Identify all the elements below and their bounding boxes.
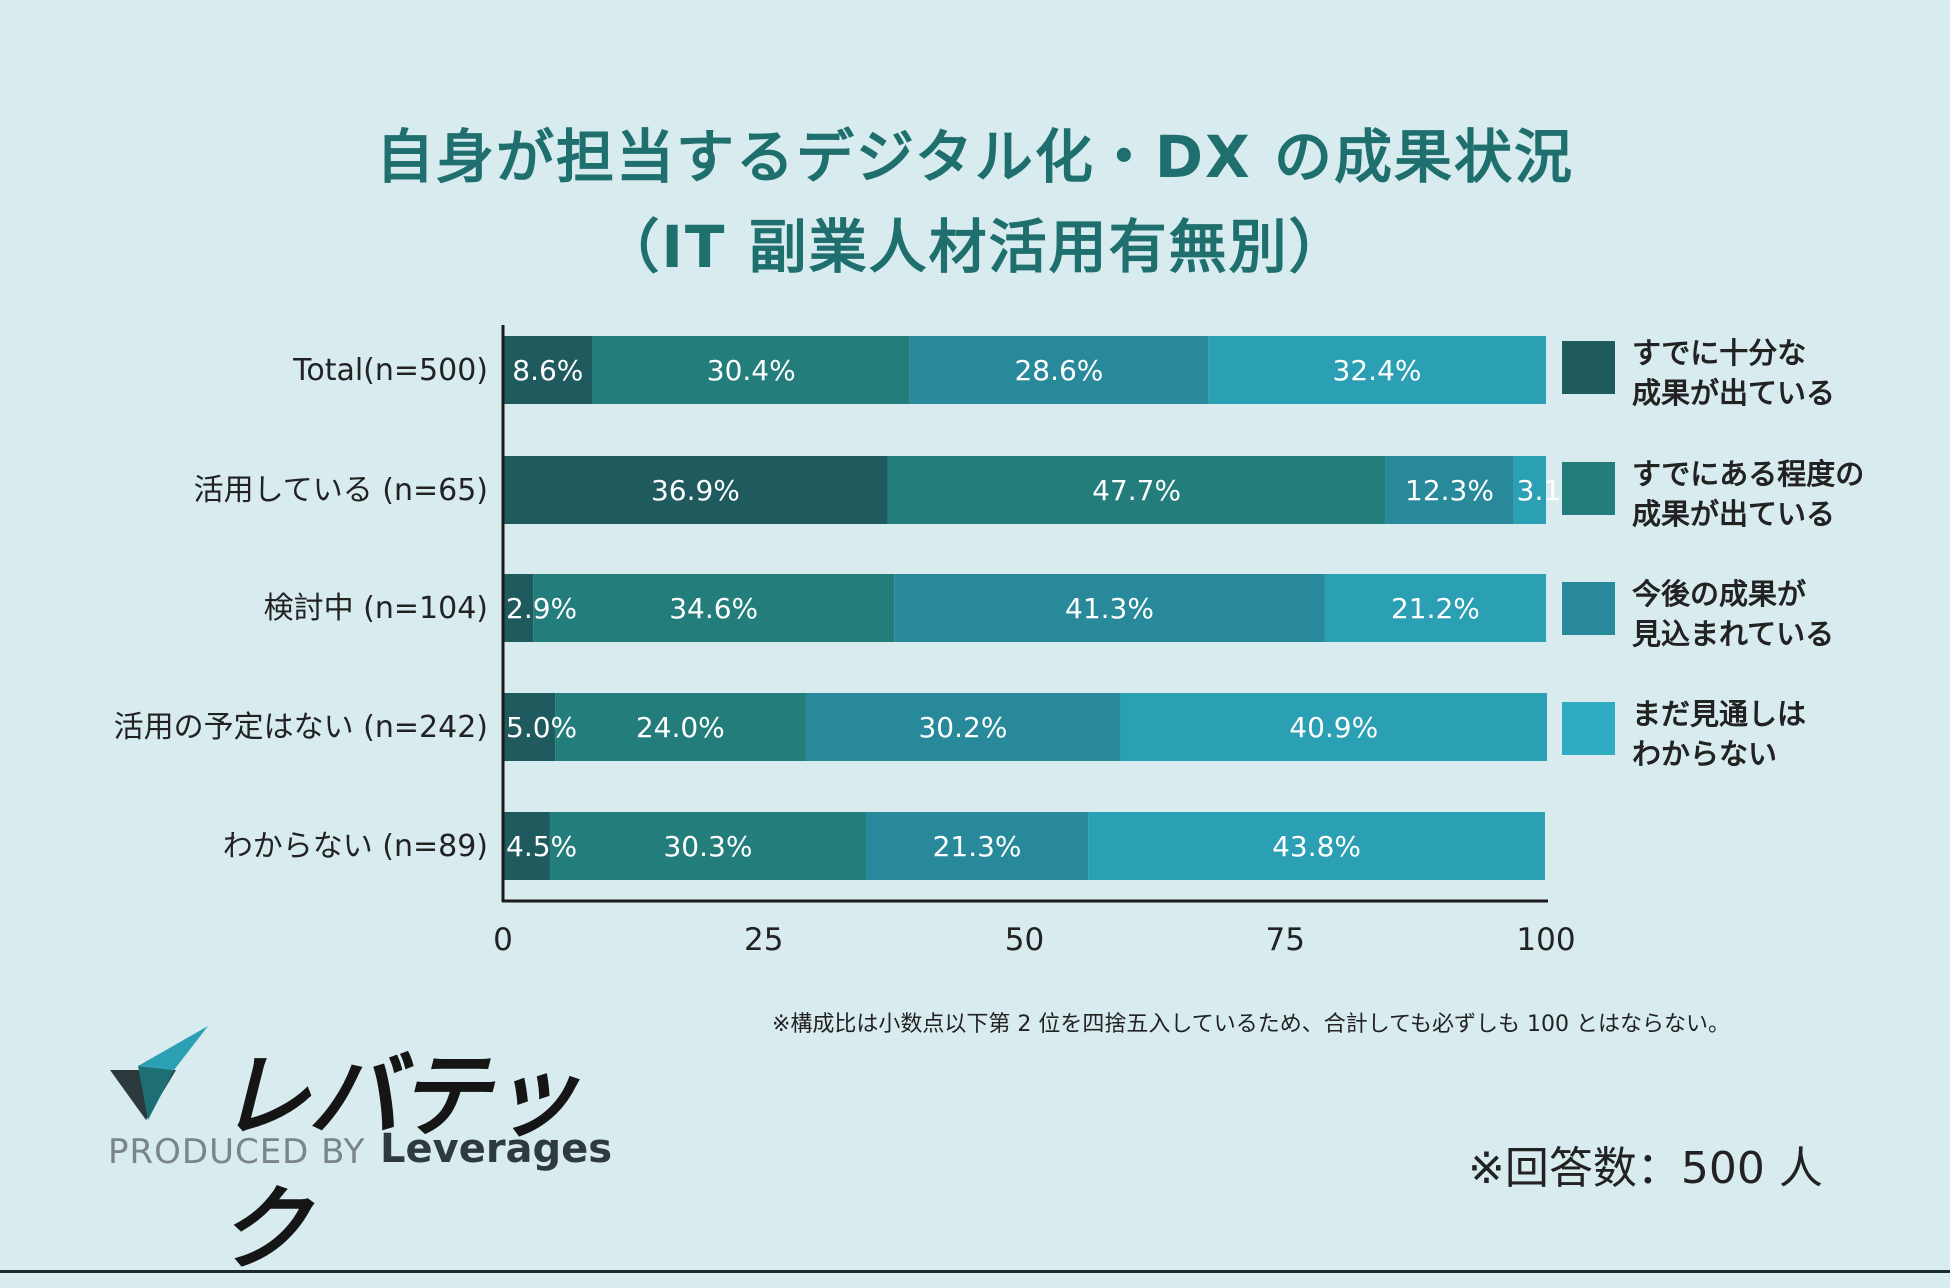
category-label: 活用の予定はない (n=242) [114, 710, 488, 745]
rounding-note: ※構成比は小数点以下第 2 位を四捨五入しているため、合計しても必ずしも 100… [772, 1012, 1730, 1037]
data-label: 12.3% [1405, 474, 1494, 507]
bar-segment [865, 812, 1089, 880]
data-label: 41.3% [1065, 592, 1154, 625]
levtech-logo: レバテック PRODUCED BY Leverages [108, 1022, 612, 1283]
logo-brand-text: レバテック [218, 1043, 580, 1283]
data-label: 21.3% [933, 830, 1022, 863]
legend-swatch-3 [1562, 582, 1615, 635]
company-name: Leverages [380, 1126, 613, 1172]
bar-segment [1385, 456, 1514, 524]
logo-mark-icon [110, 1026, 208, 1120]
data-label: 24.0% [636, 711, 725, 744]
x-tick-label: 0 [493, 922, 513, 958]
data-label: 30.3% [663, 830, 752, 863]
data-label: 2.9% [506, 592, 577, 625]
category-label: Total(n=500) [292, 353, 488, 388]
respondent-count: ※回答数：500 人 [1468, 1143, 1823, 1194]
data-label: 32.4% [1333, 354, 1422, 387]
data-label: 5.0% [506, 711, 577, 744]
data-label: 30.2% [918, 711, 1007, 744]
bar-segment [503, 812, 550, 880]
stacked-bar-chart: 8.6% 30.4% 28.6% 32.4% Total(n=500) 36.9% 47.7… [114, 325, 1588, 958]
bar-segment [909, 336, 1209, 404]
category-label: 活用している (n=65) [194, 473, 488, 508]
bar-segment [592, 336, 910, 404]
category-label: わからない (n=89) [223, 829, 488, 864]
bar-segment [503, 456, 888, 524]
bar-segment [1513, 456, 1546, 524]
data-label: 8.6% [512, 354, 583, 387]
bar-segment [533, 574, 895, 642]
bar-segment [805, 693, 1121, 761]
legend-swatch-2 [1562, 462, 1615, 515]
bar-segment [887, 456, 1386, 524]
bar-segment [1120, 693, 1548, 761]
bar-segment [503, 693, 556, 761]
legend-swatch-1 [1562, 341, 1615, 394]
data-label: 43.8% [1272, 830, 1361, 863]
x-tick-label: 75 [1266, 922, 1305, 958]
data-label: 47.7% [1092, 474, 1181, 507]
category-label: 検討中 (n=104) [264, 591, 488, 626]
data-label: 4.5% [506, 830, 577, 863]
bar-segment [549, 812, 866, 880]
x-tick-label: 25 [744, 922, 783, 958]
chart-title-line1: 自身が担当するデジタル化・DX の成果状況 [376, 123, 1574, 191]
data-label: 21.2% [1391, 592, 1480, 625]
data-label: 36.9% [651, 474, 740, 507]
produced-by-text: PRODUCED BY [108, 1132, 366, 1172]
bar-segment [503, 336, 593, 404]
data-label: 30.4% [707, 354, 796, 387]
legend-swatch-4 [1562, 702, 1615, 755]
x-tick-label: 100 [1516, 922, 1575, 958]
bar-segment [1088, 812, 1545, 880]
bar-segment [1208, 336, 1546, 404]
bottom-divider [0, 1270, 1950, 1273]
bar-segment [894, 574, 1325, 642]
bar-segment [555, 693, 806, 761]
data-label: 28.6% [1014, 354, 1103, 387]
bar-segment [503, 574, 534, 642]
x-tick-label: 50 [1005, 922, 1044, 958]
data-label: 40.9% [1289, 711, 1378, 744]
legend-label-3: 今後の成果が 見込まれている [1632, 577, 1835, 651]
bar-segment [1324, 574, 1546, 642]
legend-label-4: まだ見通しは わからない [1632, 697, 1807, 771]
legend-label-2: すでにある程度の 成果が出ている [1632, 457, 1865, 531]
chart-title-line2: （IT 副業人材活用有無別） [601, 213, 1349, 281]
data-label: 34.6% [669, 592, 758, 625]
legend-label-1: すでに十分な 成果が出ている [1632, 336, 1836, 410]
